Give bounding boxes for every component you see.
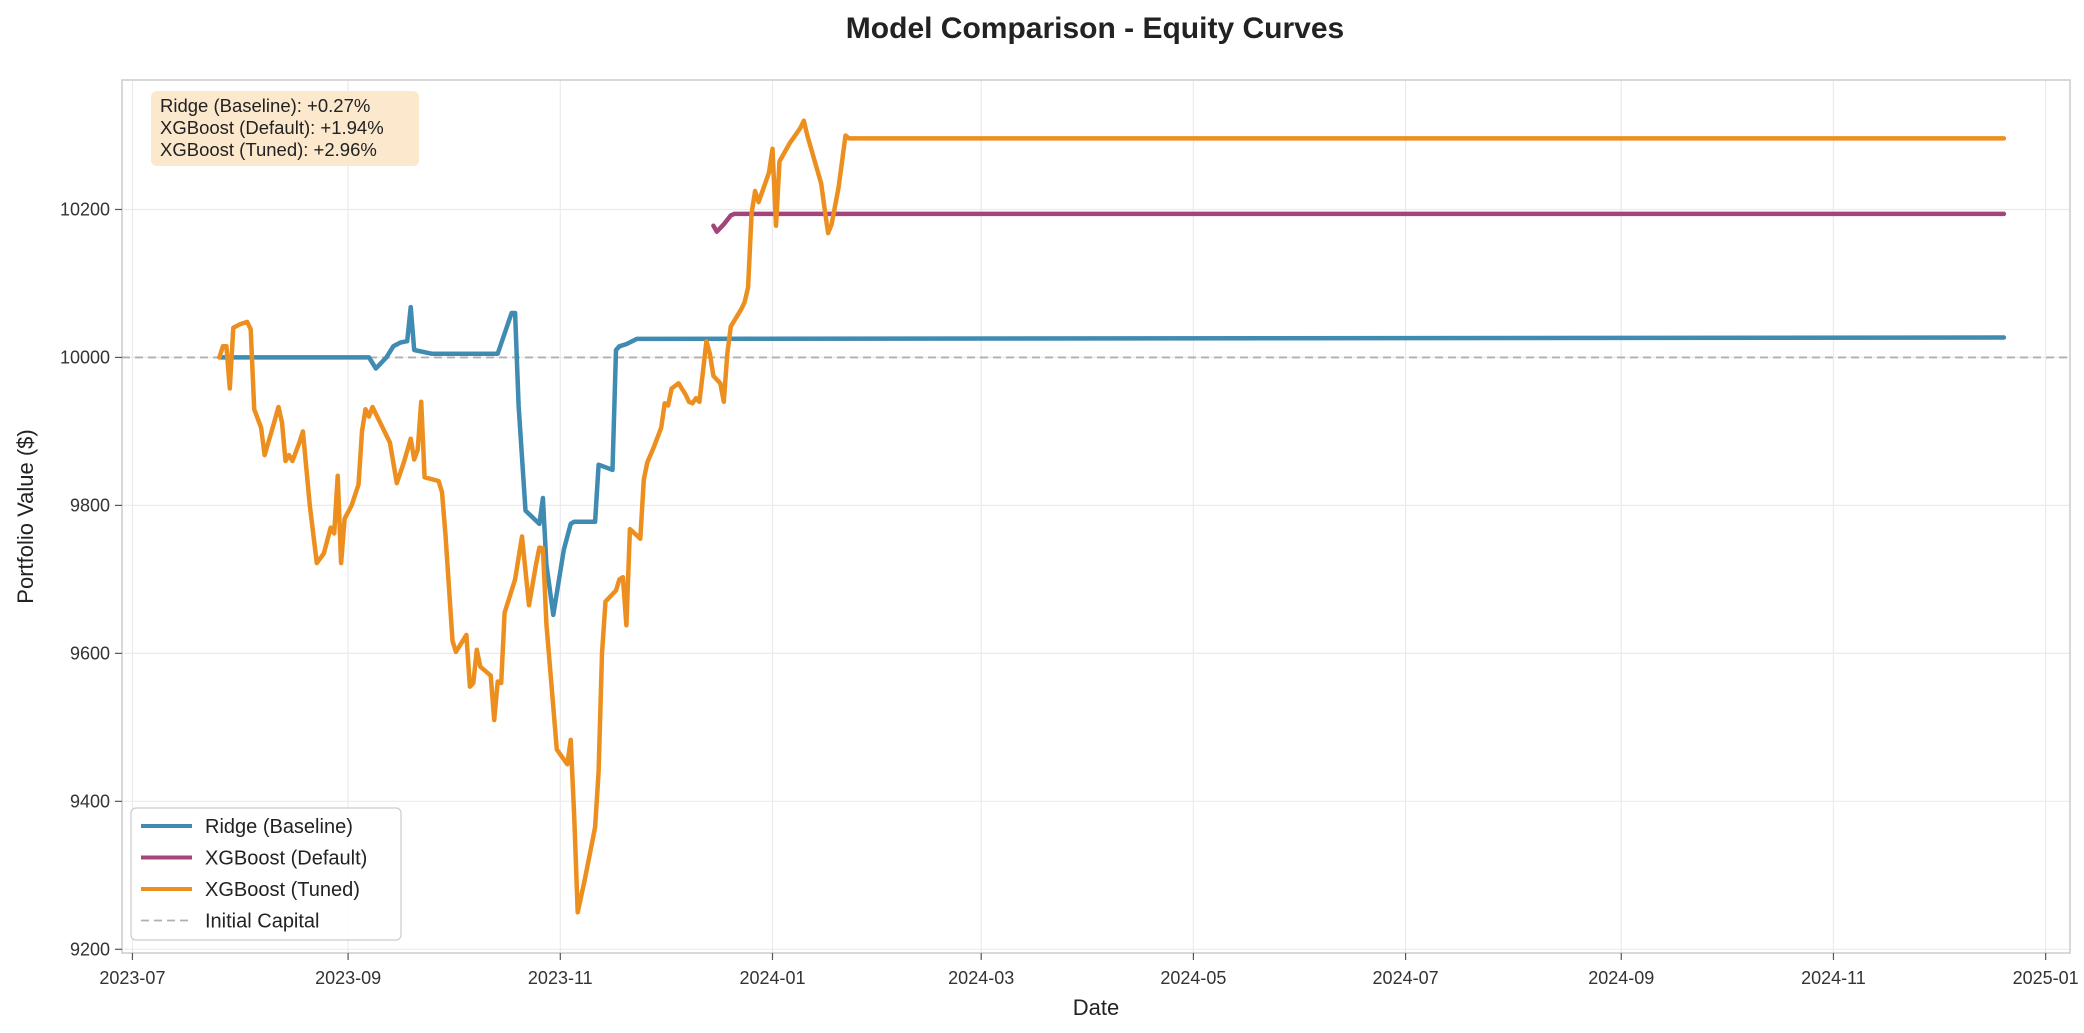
plot-frame	[121, 79, 2071, 954]
y-tick-label: 9600	[70, 643, 110, 663]
y-tick-label: 9200	[70, 939, 110, 959]
legend-label-ridge: Ridge (Baseline)	[205, 816, 353, 838]
y-axis-label: Portfolio Value ($)	[13, 429, 38, 603]
x-tick-label: 2023-09	[315, 968, 381, 988]
chart-legend: Ridge (Baseline) XGBoost (Default) XGBoo…	[130, 807, 402, 941]
x-tick-label: 2024-03	[948, 968, 1014, 988]
x-tick-label: 2024-05	[1160, 968, 1226, 988]
series-lines	[217, 118, 2007, 915]
legend-label-xgb-tuned: XGBoost (Tuned)	[205, 879, 360, 901]
x-tick-label: 2023-07	[99, 968, 165, 988]
y-tick-label: 9400	[70, 791, 110, 811]
x-axis-label: Date	[1073, 995, 1119, 1020]
annotation-background	[151, 91, 419, 166]
legend-background	[130, 807, 402, 941]
legend-label-initial-capital: Initial Capital	[205, 911, 320, 933]
series-line-ridge	[217, 304, 2007, 618]
series-line-xgb-default	[711, 211, 2007, 234]
axis-ticks: 2023-07 2023-09 2023-11 2024-01 2024-03 2024-…	[60, 199, 2079, 988]
chart-title: Model Comparison - Equity Curves	[846, 12, 1344, 45]
returns-annotation: Ridge (Baseline): +0.27% XGBoost (Defaul…	[151, 91, 419, 166]
annotation-xgb-tuned-return: XGBoost (Tuned): +2.96%	[160, 139, 377, 160]
series-line-xgb-tuned	[217, 118, 2007, 915]
grid-lines	[122, 80, 2070, 953]
x-tick-label: 2024-11	[1801, 968, 1866, 988]
legend-label-xgb-default: XGBoost (Default)	[205, 848, 367, 870]
y-tick-label: 10200	[60, 199, 110, 219]
x-tick-label: 2024-09	[1588, 968, 1654, 988]
y-tick-label: 9800	[70, 495, 110, 515]
annotation-xgb-default-return: XGBoost (Default): +1.94%	[160, 117, 384, 138]
x-tick-label: 2025-01	[2013, 968, 2079, 988]
x-tick-label: 2023-11	[528, 968, 593, 988]
x-tick-label: 2024-07	[1373, 968, 1439, 988]
y-tick-label: 10000	[60, 347, 110, 367]
x-tick-label: 2024-01	[739, 968, 805, 988]
annotation-ridge-return: Ridge (Baseline): +0.27%	[160, 95, 370, 116]
